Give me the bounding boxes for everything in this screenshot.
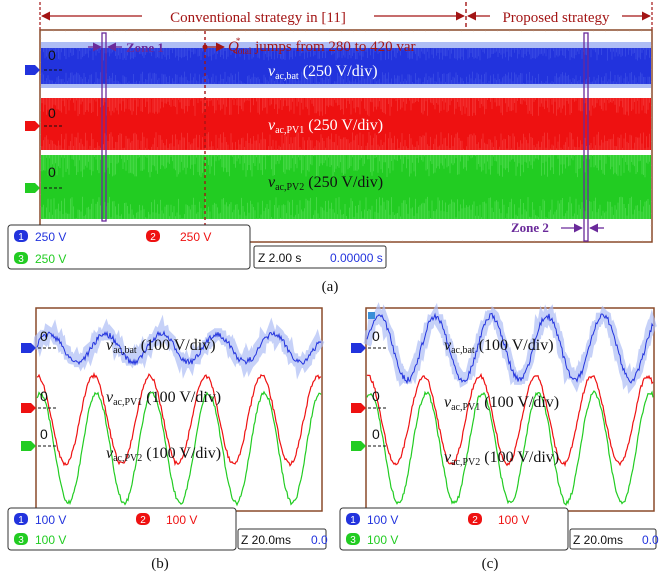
svg-text:1: 1 xyxy=(18,515,24,526)
zero-c2: 0 xyxy=(372,388,380,404)
timebase-box-a xyxy=(253,245,387,269)
ch3-scale-c: 100 V xyxy=(367,533,398,547)
trace-label-c-pv2: vac,PV2 (100 V/div) xyxy=(444,449,559,468)
panel-b-waveforms xyxy=(33,314,325,507)
trace-label-c-pv1: vac,PV1 (100 V/div) xyxy=(444,394,559,413)
panel-a: Conventional strategy in [11] Proposed s… xyxy=(7,2,653,295)
q-jump-label: Q* total jumps from 280 to 420 var xyxy=(228,36,416,56)
svg-text:1: 1 xyxy=(350,515,356,526)
ch2-marker-a xyxy=(25,121,40,131)
zone1-box xyxy=(101,32,107,222)
ch2-scale-a: 250 V xyxy=(180,230,211,244)
ch1-marker-b xyxy=(21,343,36,353)
header-conventional-label: Conventional strategy in [11] xyxy=(170,10,346,26)
panel-b: 0 0 0 vac,bat (100 V/div) vac,PV1 (100 V… xyxy=(7,307,328,572)
ch3-scale-b: 100 V xyxy=(35,533,66,547)
panel-c: 0 0 0 vac,bat (100 V/div) vac,PV1 (100 V… xyxy=(339,302,659,572)
svg-text:3: 3 xyxy=(350,535,356,546)
channel-info-b xyxy=(7,507,237,551)
caption-b: (b) xyxy=(151,556,169,572)
ch1-marker-a xyxy=(25,65,40,75)
ch2-scale-c: 100 V xyxy=(498,513,529,527)
ch3-marker-a xyxy=(25,183,40,193)
zone1-label: Zone 1 xyxy=(126,40,164,55)
timebase-box-c xyxy=(569,528,657,550)
trace-a-noise xyxy=(41,48,650,219)
zone2-label: Zone 2 xyxy=(511,220,549,235)
ch3-marker-c xyxy=(351,441,366,451)
trace-label-b-bat: vac,bat (100 V/div) xyxy=(106,337,216,356)
trace-label-b-pv1: vac,PV1 (100 V/div) xyxy=(106,389,221,408)
zero-c3: 0 xyxy=(372,426,380,442)
ch1-scale-a: 250 V xyxy=(35,230,66,244)
trace-label-b-pv2: vac,PV2 (100 V/div) xyxy=(106,445,221,464)
channel-info-c xyxy=(339,507,569,551)
svg-text:2: 2 xyxy=(150,232,156,243)
ch1-marker-c xyxy=(351,343,366,353)
timebase-b: Z 20.0ms xyxy=(241,533,291,547)
svg-text:3: 3 xyxy=(18,254,24,265)
svg-text:3: 3 xyxy=(18,535,24,546)
trigger-icon xyxy=(368,312,375,319)
trace-label-a-bat: vac,bat (250 V/div) xyxy=(268,63,378,82)
offset-b: 0.0 xyxy=(311,533,328,547)
ch2-marker-c xyxy=(351,403,366,413)
timebase-c: Z 20.0ms xyxy=(573,533,623,547)
header-proposed-label: Proposed strategy xyxy=(502,10,610,26)
zero-b3: 0 xyxy=(40,426,48,442)
zone2-box xyxy=(583,32,589,242)
zero-a3: 0 xyxy=(48,164,56,180)
zero-b2: 0 xyxy=(40,388,48,404)
svg-text:1: 1 xyxy=(18,232,24,243)
caption-a: (a) xyxy=(322,279,339,295)
trace-label-a-pv2: vac,PV2 (250 V/div) xyxy=(268,174,383,193)
timebase-box-b xyxy=(237,528,327,550)
trace-label-c-bat: vac,bat (100 V/div) xyxy=(444,337,554,356)
svg-text:2: 2 xyxy=(472,515,478,526)
ch1-scale-b: 100 V xyxy=(35,513,66,527)
zero-c1: 0 xyxy=(372,328,380,344)
timebase-a: Z 2.00 s xyxy=(258,251,301,265)
zero-a2: 0 xyxy=(48,105,56,121)
panel-c-screen xyxy=(365,307,655,512)
channel-info-a xyxy=(7,224,251,270)
ch3-marker-b xyxy=(21,441,36,451)
zero-b1: 0 xyxy=(40,328,48,344)
panel-c-waveforms xyxy=(363,302,657,506)
ch3-scale-a: 250 V xyxy=(35,252,66,266)
ch2-marker-b xyxy=(21,403,36,413)
ch1-scale-c: 100 V xyxy=(367,513,398,527)
offset-c: 0.0 xyxy=(642,533,659,547)
caption-c: (c) xyxy=(482,556,499,572)
svg-text:2: 2 xyxy=(140,515,146,526)
zero-a1: 0 xyxy=(48,47,56,63)
offset-a: 0.00000 s xyxy=(330,251,383,265)
ch2-scale-b: 100 V xyxy=(166,513,197,527)
trace-label-a-pv1: vac,PV1 (250 V/div) xyxy=(268,117,383,136)
